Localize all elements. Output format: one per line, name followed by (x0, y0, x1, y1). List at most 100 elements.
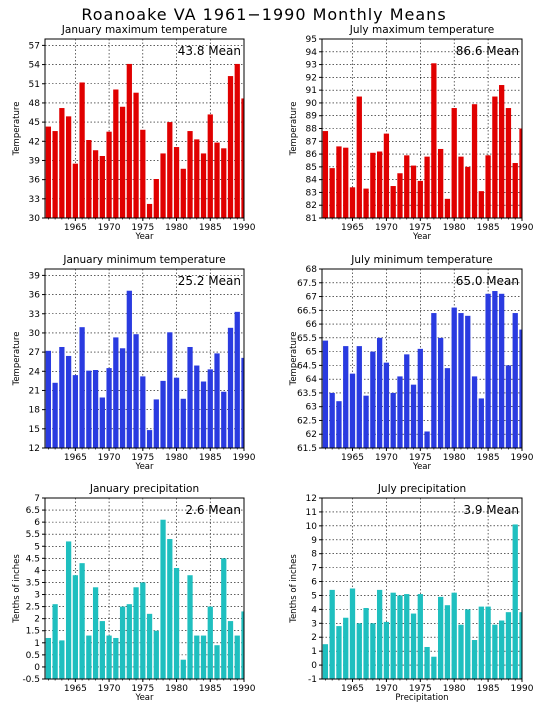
y-tick-label: 51 (29, 80, 40, 90)
bar (86, 635, 92, 679)
bar (451, 307, 457, 448)
y-tick-label: 4 (34, 566, 40, 576)
bar (52, 604, 58, 679)
bar (72, 375, 78, 448)
chart-panel-1: January maximum temperature 30 33 36 39 42 45 4… (12, 24, 256, 242)
bar (410, 384, 417, 448)
y-tick-label: 62 (306, 430, 317, 440)
y-tick-label: 67 (306, 293, 317, 303)
bar (214, 142, 220, 218)
chart-panel-5: January precipitation -0.5 0 0.5 1 1.5 2 2.5 3 3.… (12, 483, 256, 703)
bar (45, 350, 52, 448)
y-axis-label: Temperature (12, 102, 22, 157)
bar (167, 539, 173, 679)
y-tick-label: 45 (29, 118, 40, 128)
plot-frame (321, 38, 523, 219)
bar (153, 630, 159, 679)
bar (322, 340, 329, 448)
y-tick-label: 12 (29, 444, 40, 454)
y-tick-label: 93 (306, 61, 317, 71)
y-tick-label: 94 (306, 48, 318, 58)
bar (167, 122, 173, 218)
x-tick-label: 1975 (409, 684, 432, 694)
bar (404, 354, 410, 448)
y-tick-label: 5 (311, 591, 317, 601)
bar (329, 589, 335, 679)
y-tick-label: 1 (311, 647, 317, 657)
bar (478, 191, 484, 218)
y-tick-label: 4.5 (26, 554, 40, 564)
y-tick-label: 82 (306, 201, 317, 211)
y-tick-label: 89 (306, 112, 318, 122)
bar (499, 85, 505, 219)
bar (52, 131, 58, 218)
x-tick-label: 1980 (165, 453, 188, 463)
bar (221, 148, 227, 218)
bar (126, 63, 132, 218)
bar (370, 623, 376, 679)
bar (343, 346, 349, 448)
y-tick-label: 4 (311, 605, 317, 615)
y-tick-label: 64 (306, 375, 318, 385)
bar (431, 313, 437, 448)
y-tick-label: 33 (29, 195, 40, 205)
y-tick-label: 92 (306, 73, 317, 83)
y-tick-label: 68 (306, 265, 318, 275)
main-title: Roanoake VA 1961−1990 Monthly Means (81, 5, 446, 24)
bar (404, 155, 410, 218)
x-tick-label: 1970 (375, 453, 398, 463)
bar (194, 635, 200, 679)
bar (363, 395, 369, 448)
bar (65, 355, 72, 448)
bar (92, 587, 99, 679)
y-tick-label: 66 (306, 320, 318, 330)
x-axis-label: Year (135, 232, 155, 242)
y-tick-label: 33 (29, 310, 40, 320)
bar (180, 659, 186, 679)
chart-panel-3: January minimum temperature 12 15 18 21 24 27 3… (12, 254, 256, 472)
bar (410, 165, 417, 218)
mean-label: 2.6 Mean (185, 503, 241, 517)
bar (417, 594, 423, 679)
bar (404, 594, 410, 679)
bar (234, 311, 240, 448)
chart-title: July minimum temperature (350, 254, 492, 266)
y-tick-label: 30 (29, 329, 41, 339)
bar (214, 645, 220, 679)
x-tick-label: 1990 (233, 453, 256, 463)
y-tick-label: 63 (306, 403, 317, 413)
x-tick-label: 1985 (477, 223, 500, 233)
plot-frame (44, 268, 245, 449)
y-tick-label: 1 (34, 639, 40, 649)
bar (492, 624, 498, 679)
x-tick-label: 1975 (409, 223, 432, 233)
y-tick-label: 61.5 (297, 444, 317, 454)
bar (153, 179, 159, 218)
y-tick-label: -1 (308, 675, 317, 685)
bar (180, 398, 186, 448)
x-tick-label: 1980 (165, 223, 188, 233)
x-tick-label: 1980 (165, 684, 188, 694)
y-tick-label: 63.5 (297, 389, 317, 399)
plot-frame (44, 497, 245, 680)
y-axis-label: Temperature (289, 332, 299, 387)
bar (59, 108, 65, 218)
y-tick-label: 7 (311, 564, 317, 574)
bar (45, 126, 52, 218)
bar (160, 380, 166, 448)
x-tick-label: 1990 (511, 453, 534, 463)
bar (451, 108, 457, 218)
bar (167, 332, 173, 448)
x-tick-label: 1965 (64, 223, 87, 233)
bar (72, 163, 78, 218)
bar (370, 152, 376, 218)
bar (485, 606, 491, 679)
bar (512, 313, 518, 448)
bar (417, 348, 423, 448)
bar (499, 620, 505, 679)
y-tick-label: 5.5 (26, 530, 40, 540)
bar (492, 96, 498, 218)
bar (356, 623, 362, 679)
y-axis-label: Tenths of inches (289, 554, 299, 624)
y-tick-label: 39 (29, 156, 41, 166)
